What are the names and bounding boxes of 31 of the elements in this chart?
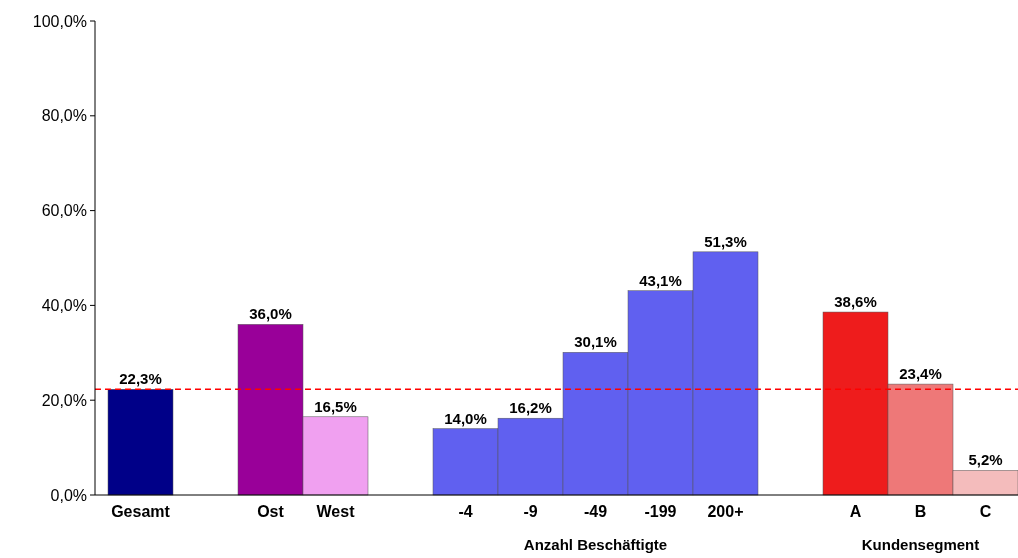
y-tick-label: 40,0% [41,297,87,314]
data-label: 36,0% [249,305,292,323]
data-label: 16,5% [314,397,357,415]
x-tick-label: West [316,503,356,520]
data-label: 51,3% [704,232,747,250]
data-label: 30,1% [574,333,617,351]
x-tick-label: B [914,503,927,520]
bar [107,389,174,496]
y-tick-label: 0,0% [50,486,87,504]
data-label: 43,1% [639,271,682,289]
data-label: 5,2% [968,451,1003,469]
x-tick-label: A [849,503,862,520]
y-tick-label: 20,0% [41,391,87,409]
y-tick-label: 100,0% [32,12,87,30]
data-label: 14,0% [444,409,487,427]
data-label: 23,4% [899,365,942,383]
y-tick-label: 80,0% [41,107,87,125]
y-tick-label: 60,0% [41,202,87,220]
x-tick-label: Ost [257,503,285,520]
x-tick-label: 200+ [707,503,744,520]
x-tick-label: -49 [583,503,608,520]
x-tick-label: -4 [458,503,473,520]
x-tick-label: -9 [523,503,538,520]
data-label: 16,2% [509,399,552,417]
x-tick-label: C [979,503,992,520]
text: Anzahl Beschäftigte [523,536,668,553]
text: Kundensegment [861,536,980,553]
x-tick-label: Gesamt [111,503,171,520]
data-label: 22,3% [119,370,162,388]
x-tick-label: -199 [644,503,677,520]
data-label: 38,6% [834,293,877,311]
